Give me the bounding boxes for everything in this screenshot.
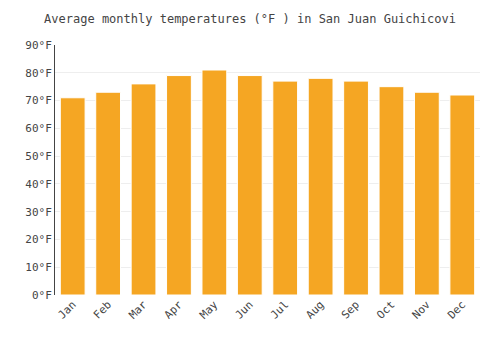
svg-text:Jan: Jan bbox=[55, 298, 78, 321]
svg-text:Feb: Feb bbox=[91, 298, 114, 321]
svg-text:May: May bbox=[197, 298, 221, 322]
svg-text:Apr: Apr bbox=[162, 298, 186, 322]
svg-text:90°F: 90°F bbox=[25, 39, 52, 52]
svg-text:0°F: 0°F bbox=[32, 289, 52, 302]
svg-text:Nov: Nov bbox=[410, 298, 434, 322]
svg-text:20°F: 20°F bbox=[25, 233, 52, 246]
svg-text:50°F: 50°F bbox=[25, 150, 52, 163]
svg-text:Sep: Sep bbox=[339, 298, 362, 321]
svg-text:Jun: Jun bbox=[233, 298, 256, 321]
svg-text:Mar: Mar bbox=[126, 298, 150, 322]
svg-text:10°F: 10°F bbox=[25, 261, 52, 274]
svg-text:Dec: Dec bbox=[445, 298, 468, 321]
svg-text:Oct: Oct bbox=[374, 298, 397, 321]
svg-text:30°F: 30°F bbox=[25, 206, 52, 219]
svg-text:Aug: Aug bbox=[303, 298, 326, 321]
svg-text:40°F: 40°F bbox=[25, 178, 52, 191]
svg-text:80°F: 80°F bbox=[25, 67, 52, 80]
svg-text:60°F: 60°F bbox=[25, 122, 52, 135]
svg-text:Average monthly temperatures (: Average monthly temperatures (°F ) in Sa… bbox=[44, 12, 456, 26]
svg-text:Jul: Jul bbox=[268, 298, 291, 321]
svg-text:70°F: 70°F bbox=[25, 94, 52, 107]
